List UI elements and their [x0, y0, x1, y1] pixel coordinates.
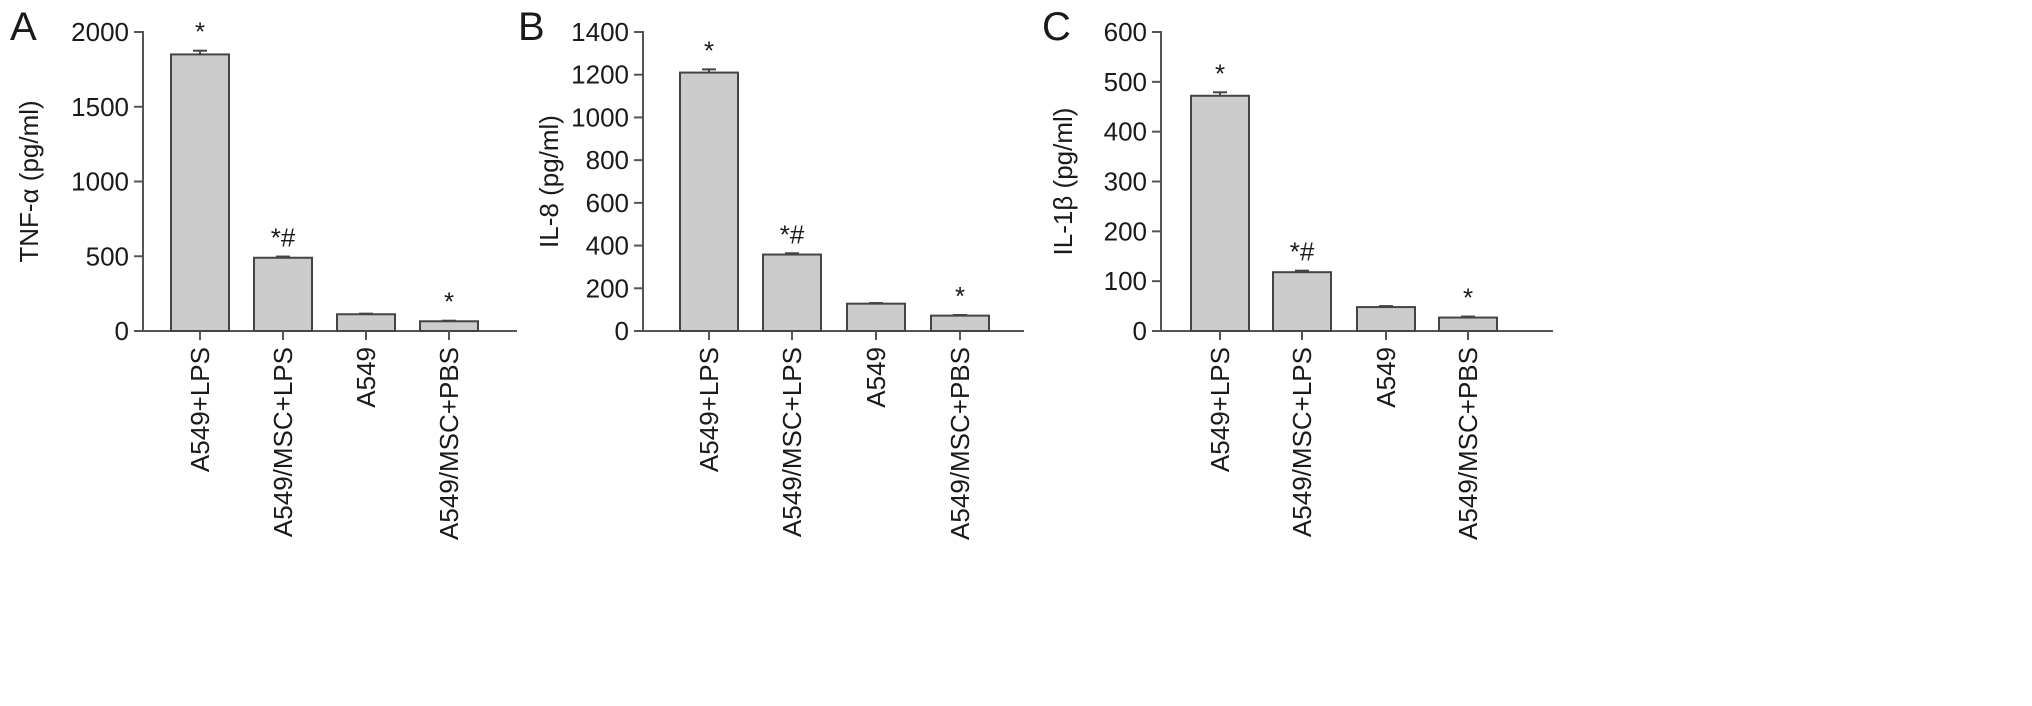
y-tick-label: 100: [1104, 266, 1147, 296]
bar: [253, 256, 313, 332]
x-tick-label: A549/MSC+LPS: [777, 347, 807, 537]
bar: [846, 302, 906, 333]
x-tick-label: A549/MSC+PBS: [434, 347, 464, 540]
bar: [419, 320, 479, 333]
significance-marker: *: [444, 287, 454, 317]
y-tick-label: 1000: [571, 102, 629, 132]
x-tick-label: A549+LPS: [185, 347, 215, 472]
y-tick-label: 1200: [571, 60, 629, 90]
y-tick-label: 600: [1104, 17, 1147, 47]
significance-marker: *: [1463, 283, 1473, 313]
bar: [679, 71, 739, 332]
y-tick-label: 0: [115, 316, 129, 346]
significance-marker: *: [195, 17, 205, 47]
x-tick-label: A549+LPS: [1205, 347, 1235, 472]
y-tick-label: 0: [615, 316, 629, 346]
significance-marker: *#: [271, 223, 296, 253]
y-tick-label: 400: [1104, 117, 1147, 147]
y-tick-label: 200: [1104, 216, 1147, 246]
significance-marker: *: [1215, 58, 1225, 88]
x-tick-label: A549: [1371, 347, 1401, 408]
y-tick-label: 0: [1133, 316, 1147, 346]
y-tick-label: 1000: [71, 167, 129, 197]
panel-letter: C: [1042, 5, 1071, 49]
y-tick-label: 500: [1104, 67, 1147, 97]
y-tick-label: 400: [586, 231, 629, 261]
x-tick-label: A549: [351, 347, 381, 408]
bar: [1190, 94, 1250, 332]
chart-panel-c: C IL-1β (pg/ml) 0 100 200 300 400 500 600 * A549+L…: [1042, 5, 1553, 540]
chart-panel-a: A TNF-α (pg/ml) 0 500 1000 1500 2000 * A549+LPS *…: [10, 5, 517, 540]
significance-marker: *#: [1290, 237, 1315, 267]
bar: [1356, 306, 1416, 332]
bar: [762, 253, 822, 332]
y-tick-label: 1500: [71, 92, 129, 122]
chart-panel-b: B IL-8 (pg/ml) 0 200 400 600 800 1000 1200 1400 * A…: [518, 5, 1024, 540]
y-tick-label: 1400: [571, 17, 629, 47]
x-tick-label: A549+LPS: [694, 347, 724, 472]
bar: [336, 313, 396, 333]
bar: [1272, 271, 1332, 332]
y-tick-label: 2000: [71, 17, 129, 47]
x-tick-label: A549/MSC+LPS: [268, 347, 298, 537]
y-axis-label: IL-8 (pg/ml): [534, 115, 564, 248]
y-tick-label: 500: [86, 241, 129, 271]
y-axis-label: IL-1β (pg/ml): [1048, 108, 1078, 256]
x-tick-label: A549/MSC+PBS: [945, 347, 975, 540]
significance-marker: *#: [780, 219, 805, 249]
y-tick-label: 300: [1104, 167, 1147, 197]
y-tick-label: 800: [586, 145, 629, 175]
bar: [930, 314, 990, 333]
y-tick-label: 600: [586, 188, 629, 218]
significance-marker: *: [955, 281, 965, 311]
x-tick-label: A549/MSC+PBS: [1453, 347, 1483, 540]
y-tick-label: 200: [586, 273, 629, 303]
panel-letter: B: [518, 5, 545, 49]
x-tick-label: A549/MSC+LPS: [1287, 347, 1317, 537]
x-tick-label: A549: [861, 347, 891, 408]
y-axis-label: TNF-α (pg/ml): [14, 100, 44, 262]
bar: [170, 53, 230, 333]
significance-marker: *: [704, 35, 714, 65]
bar: [1438, 316, 1498, 333]
panel-letter: A: [10, 5, 37, 49]
